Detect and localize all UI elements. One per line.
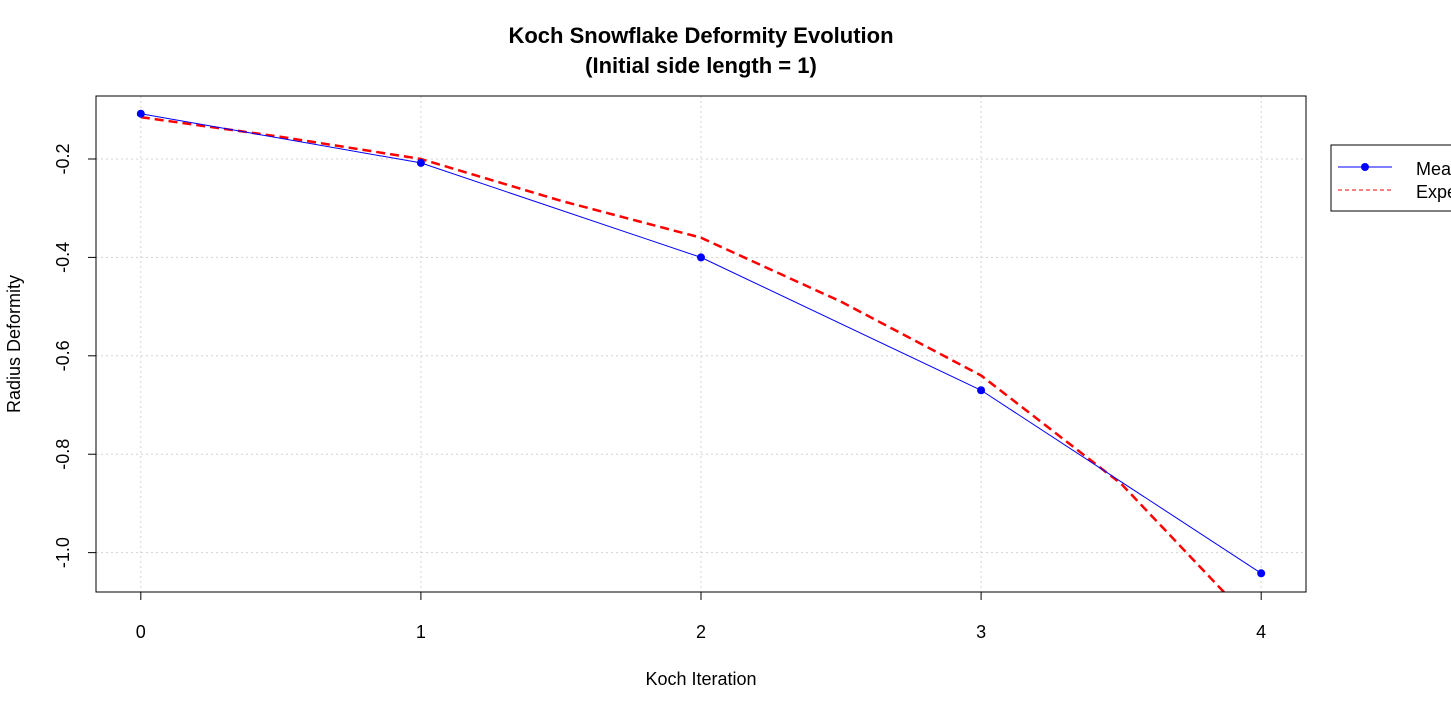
y-tick-label: -1.0 [53,537,73,568]
x-tick-label: 1 [416,622,426,642]
series-layer [136,109,1266,592]
legend: Mea Expe [1330,144,1451,212]
legend-label-mea: Mea [1416,159,1451,179]
x-tick-label: 3 [976,622,986,642]
chart-title: Koch Snowflake Deformity Evolution [508,23,893,48]
y-axis-label: Radius Deformity [4,275,24,413]
data-point-mea [977,386,986,395]
grid [96,96,1306,592]
chart-subtitle: (Initial side length = 1) [585,53,817,78]
series-line-expe [140,115,1226,592]
y-tick-label: -0.2 [53,143,73,174]
x-axis-label: Koch Iteration [645,669,756,689]
data-point-mea [416,158,425,167]
y-tick-label: -0.6 [53,340,73,371]
legend-box [1330,144,1451,212]
data-point-mea [136,109,145,118]
y-axis: -0.2 -0.4 -0.6 -0.8 -1.0 [53,143,97,568]
data-point-mea [697,253,705,262]
x-tick-label: 4 [1256,622,1266,642]
x-axis: 0 1 2 3 4 [136,591,1266,642]
legend-label-expe: Expe [1416,182,1451,202]
x-tick-label: 2 [696,622,706,642]
y-tick-label: -0.4 [53,242,73,273]
data-point-mea [1257,569,1266,578]
y-tick-label: -0.8 [53,439,73,470]
x-tick-label: 0 [136,622,146,642]
legend-marker-mea [1361,163,1369,171]
